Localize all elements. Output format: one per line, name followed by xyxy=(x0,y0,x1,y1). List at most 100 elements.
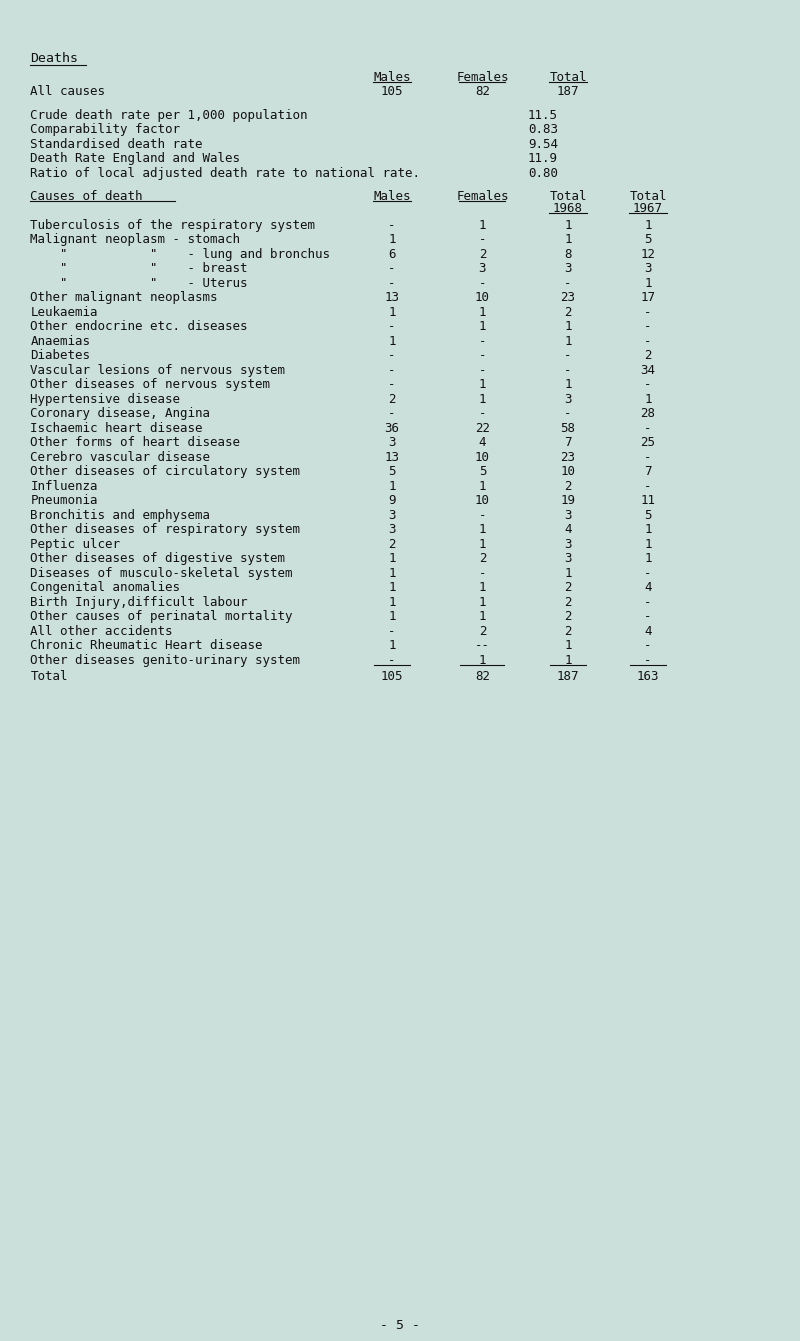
Text: 1: 1 xyxy=(388,595,396,609)
Text: 3: 3 xyxy=(478,263,486,275)
Text: 1: 1 xyxy=(564,567,572,579)
Text: Leukaemia: Leukaemia xyxy=(30,306,98,319)
Text: Other diseases of respiratory system: Other diseases of respiratory system xyxy=(30,523,301,536)
Text: Peptic ulcer: Peptic ulcer xyxy=(30,538,121,551)
Text: -: - xyxy=(478,508,486,522)
Text: 1: 1 xyxy=(478,306,486,319)
Text: 8: 8 xyxy=(564,248,572,260)
Text: 2: 2 xyxy=(564,306,572,319)
Text: 1: 1 xyxy=(478,538,486,551)
Text: Other malignant neoplasms: Other malignant neoplasms xyxy=(30,291,218,304)
Text: -: - xyxy=(564,349,572,362)
Text: 0.83: 0.83 xyxy=(528,123,558,135)
Text: 1: 1 xyxy=(388,552,396,566)
Text: Males: Males xyxy=(374,189,410,202)
Text: 5: 5 xyxy=(388,465,396,479)
Text: 82: 82 xyxy=(475,86,490,98)
Text: -: - xyxy=(644,654,652,666)
Text: Anaemias: Anaemias xyxy=(30,335,90,347)
Text: Birth Injury,difficult labour: Birth Injury,difficult labour xyxy=(30,595,248,609)
Text: 163: 163 xyxy=(637,669,659,683)
Text: Other causes of perinatal mortality: Other causes of perinatal mortality xyxy=(30,610,293,624)
Text: -: - xyxy=(388,263,396,275)
Text: -: - xyxy=(388,408,396,420)
Text: -: - xyxy=(564,363,572,377)
Text: Ratio of local adjusted death rate to national rate.: Ratio of local adjusted death rate to na… xyxy=(30,166,421,180)
Text: 2: 2 xyxy=(564,595,572,609)
Text: 5: 5 xyxy=(644,233,652,247)
Text: 1: 1 xyxy=(388,567,396,579)
Text: -: - xyxy=(388,276,396,290)
Text: Other diseases of nervous system: Other diseases of nervous system xyxy=(30,378,270,392)
Text: 1: 1 xyxy=(478,581,486,594)
Text: 1967: 1967 xyxy=(633,202,663,215)
Text: 36: 36 xyxy=(385,422,399,434)
Text: 2: 2 xyxy=(478,625,486,638)
Text: Other endocrine etc. diseases: Other endocrine etc. diseases xyxy=(30,320,248,334)
Text: -: - xyxy=(564,276,572,290)
Text: 1: 1 xyxy=(388,306,396,319)
Text: Total: Total xyxy=(550,71,586,84)
Text: Diabetes: Diabetes xyxy=(30,349,90,362)
Text: - 5 -: - 5 - xyxy=(380,1320,420,1332)
Text: 25: 25 xyxy=(641,436,655,449)
Text: 1: 1 xyxy=(644,538,652,551)
Text: Tuberculosis of the respiratory system: Tuberculosis of the respiratory system xyxy=(30,219,315,232)
Text: 105: 105 xyxy=(381,86,403,98)
Text: 1: 1 xyxy=(478,320,486,334)
Text: 2: 2 xyxy=(478,552,486,566)
Text: 1: 1 xyxy=(564,378,572,392)
Text: 9.54: 9.54 xyxy=(528,138,558,150)
Text: 1968: 1968 xyxy=(553,202,583,215)
Text: Hypertensive disease: Hypertensive disease xyxy=(30,393,181,406)
Text: Females: Females xyxy=(456,71,509,84)
Text: -: - xyxy=(644,610,652,624)
Text: 2: 2 xyxy=(478,248,486,260)
Text: 1: 1 xyxy=(478,523,486,536)
Text: 19: 19 xyxy=(561,495,575,507)
Text: Crude death rate per 1,000 population: Crude death rate per 1,000 population xyxy=(30,109,308,122)
Text: 12: 12 xyxy=(641,248,655,260)
Text: -: - xyxy=(478,276,486,290)
Text: All other accidents: All other accidents xyxy=(30,625,173,638)
Text: -: - xyxy=(388,625,396,638)
Text: 13: 13 xyxy=(385,451,399,464)
Text: Death Rate England and Wales: Death Rate England and Wales xyxy=(30,152,240,165)
Text: 3: 3 xyxy=(564,263,572,275)
Text: Causes of death: Causes of death xyxy=(30,189,143,202)
Text: 1: 1 xyxy=(644,219,652,232)
Text: 1: 1 xyxy=(478,378,486,392)
Text: 7: 7 xyxy=(644,465,652,479)
Text: 28: 28 xyxy=(641,408,655,420)
Text: Other diseases of circulatory system: Other diseases of circulatory system xyxy=(30,465,301,479)
Text: 2: 2 xyxy=(388,393,396,406)
Text: Influenza: Influenza xyxy=(30,480,98,492)
Text: -: - xyxy=(644,378,652,392)
Text: 34: 34 xyxy=(641,363,655,377)
Text: -: - xyxy=(478,233,486,247)
Text: 3: 3 xyxy=(644,263,652,275)
Text: 1: 1 xyxy=(564,335,572,347)
Text: 1: 1 xyxy=(564,640,572,652)
Text: -: - xyxy=(644,640,652,652)
Text: 1: 1 xyxy=(564,320,572,334)
Text: "           "    - lung and bronchus: " " - lung and bronchus xyxy=(30,248,330,260)
Text: 1: 1 xyxy=(644,393,652,406)
Text: 2: 2 xyxy=(564,480,572,492)
Text: Females: Females xyxy=(456,189,509,202)
Text: 1: 1 xyxy=(564,219,572,232)
Text: -: - xyxy=(644,480,652,492)
Text: Other diseases of digestive system: Other diseases of digestive system xyxy=(30,552,286,566)
Text: -: - xyxy=(388,219,396,232)
Text: 1: 1 xyxy=(478,393,486,406)
Text: 2: 2 xyxy=(388,538,396,551)
Text: 2: 2 xyxy=(564,610,572,624)
Text: Deaths: Deaths xyxy=(30,52,78,64)
Text: 1: 1 xyxy=(564,654,572,666)
Text: Vascular lesions of nervous system: Vascular lesions of nervous system xyxy=(30,363,286,377)
Text: 10: 10 xyxy=(475,291,490,304)
Text: 3: 3 xyxy=(564,393,572,406)
Text: 1: 1 xyxy=(478,610,486,624)
Text: 1: 1 xyxy=(388,233,396,247)
Text: Total: Total xyxy=(550,189,586,202)
